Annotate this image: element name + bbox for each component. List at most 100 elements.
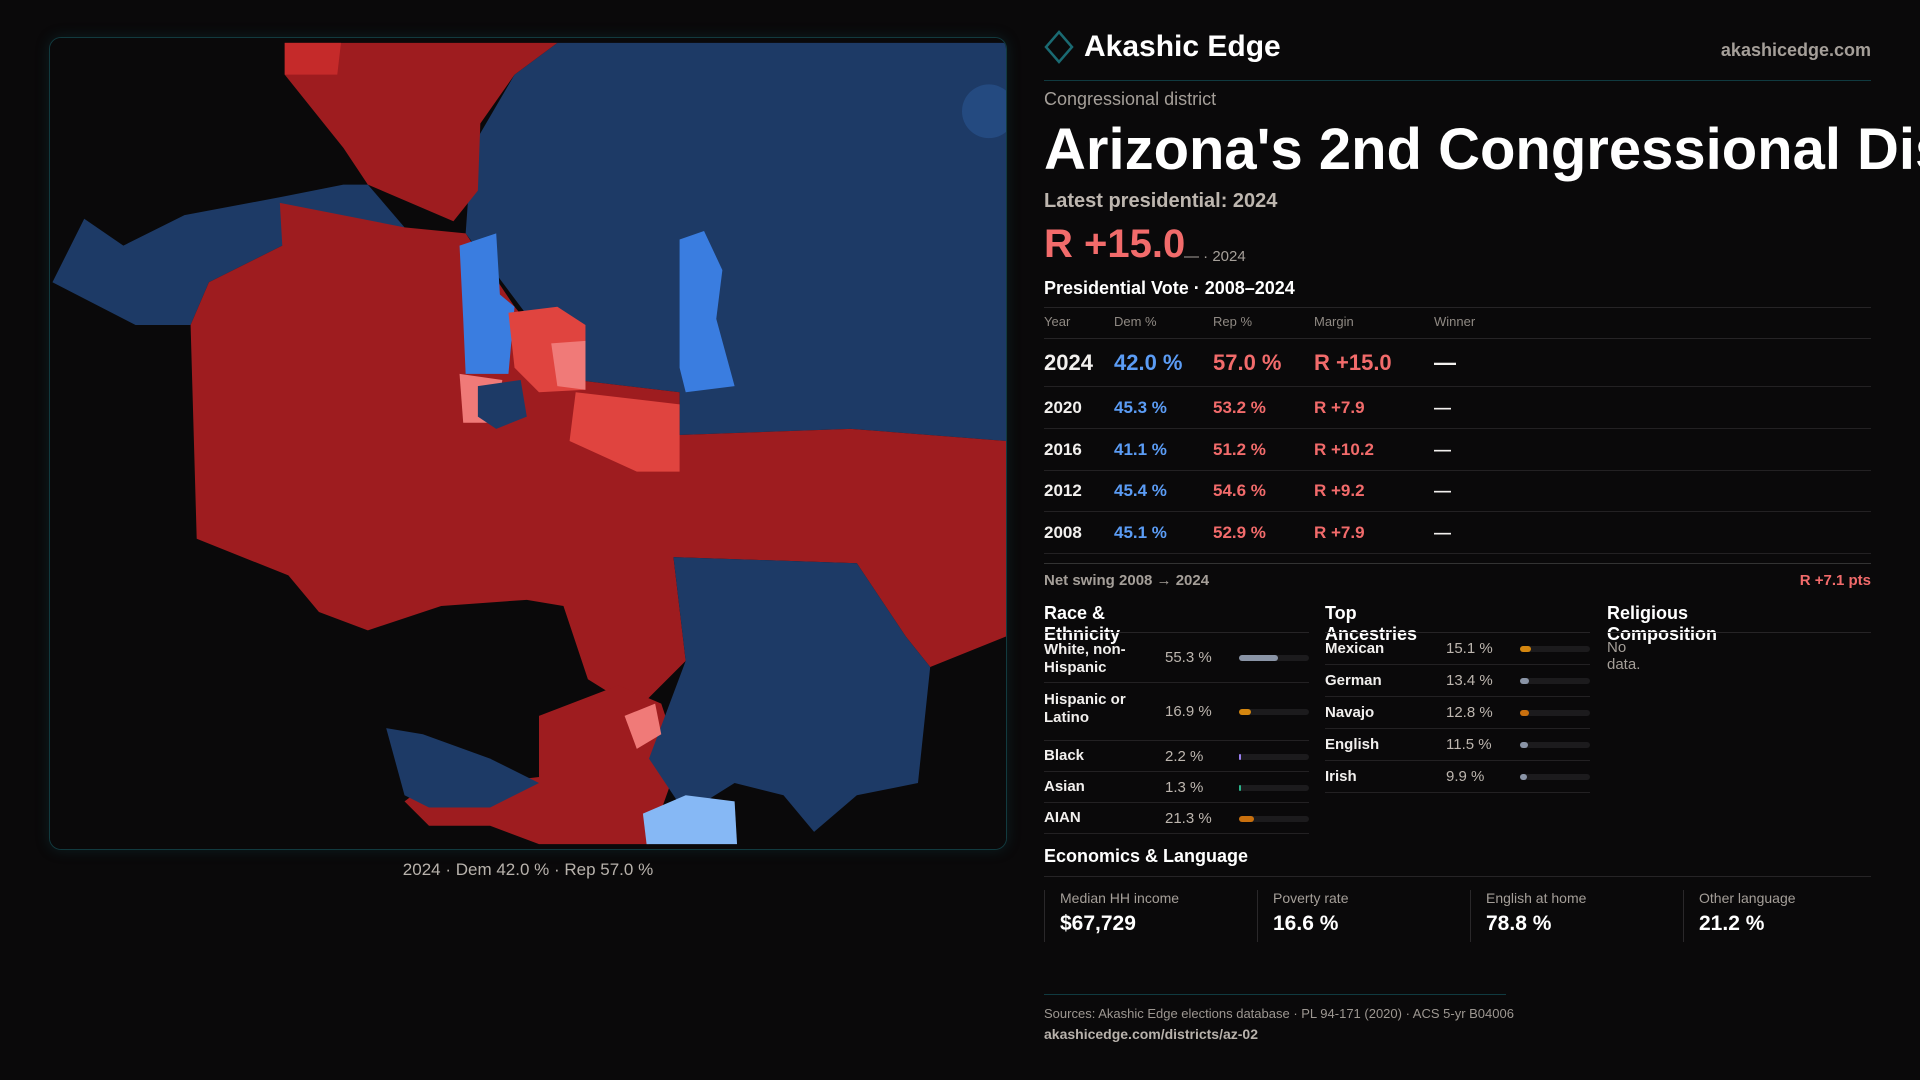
econ-stat-value: 78.8 % [1486, 912, 1552, 935]
map-rep-light-precinct [284, 42, 341, 75]
race-bar [1239, 709, 1309, 715]
divider [1044, 994, 1506, 995]
vote-cell-winner: — [1434, 522, 1451, 542]
map-dem-region-southeast [649, 557, 931, 832]
page-title: Arizona's 2nd Congressional District [1044, 117, 1920, 182]
vote-cell-margin: R +9.2 [1314, 481, 1365, 501]
ancestry-bar [1520, 742, 1590, 748]
map-rep-pale-precinct [551, 340, 586, 390]
vote-cell-year: 2012 [1044, 481, 1082, 501]
map-dem-region-northeast [465, 42, 1006, 442]
district-map[interactable] [49, 37, 1007, 850]
map-rep-region-north [284, 42, 558, 222]
district-panel: Akashic Edge akashicedge.com Congression… [1044, 0, 1920, 1080]
headline-sub: — · 2024 [1184, 248, 1246, 265]
econ-stat: Median HH income $67,729 [1044, 890, 1257, 942]
ancestry-label: German [1325, 672, 1382, 689]
divider [1044, 632, 1309, 633]
ancestry-bar [1520, 646, 1590, 652]
vote-cell-margin: R +10.2 [1314, 439, 1375, 459]
econ-stat-label: Median HH income [1060, 890, 1180, 906]
vote-cell-winner: — [1434, 349, 1456, 375]
map-dem-strong-precinct [477, 379, 527, 429]
ancestry-bar [1520, 678, 1590, 684]
map-caption: 2024 · Dem 42.0 % · Rep 57.0 % [402, 860, 654, 879]
net-swing-label: Net swing 2008 → 2024 [1044, 572, 1210, 589]
ancestry-label: English [1325, 736, 1380, 753]
district-url[interactable]: akashicedge.com/districts/az-02 [1044, 1026, 1258, 1042]
econ-stat-value: 16.6 % [1273, 912, 1339, 935]
divider [1044, 563, 1871, 564]
race-label: Hispanic or Latino [1044, 691, 1126, 726]
map-dem-light-precinct [459, 233, 515, 374]
ancestry-value: 11.5 % [1446, 736, 1492, 753]
vote-cell-winner: — [1434, 481, 1451, 501]
brand-name: Akashic Edge [1084, 30, 1281, 63]
econ-stat-label: Poverty rate [1273, 890, 1349, 906]
vote-cell-rep: 53.2 % [1213, 397, 1266, 417]
ancestry-row: English 11.5 % [1325, 729, 1590, 761]
ancestry-row: Irish 9.9 % [1325, 761, 1590, 793]
vote-section-title: Presidential Vote · 2008–2024 [1044, 278, 1295, 298]
col-header-year: Year [1044, 314, 1071, 329]
map-dem-region-southwest [386, 728, 540, 808]
ancestry-label: Navajo [1325, 704, 1375, 721]
race-value: 2.2 % [1165, 747, 1204, 765]
econ-stat-value: 21.2 % [1699, 912, 1765, 935]
vote-cell-dem: 42.0 % [1114, 349, 1183, 375]
econ-stat: Other language 21.2 % [1683, 890, 1896, 942]
vote-cell-year: 2020 [1044, 397, 1082, 417]
map-rep-pale-precinct [624, 703, 662, 749]
ancestry-value: 13.4 % [1446, 672, 1493, 689]
col-header-rep: Rep % [1213, 314, 1253, 329]
race-row: Black 2.2 % [1044, 741, 1309, 772]
headline-margin: R +15.0 [1044, 222, 1186, 266]
divider [1044, 876, 1871, 877]
vote-table-row: 2012 45.4 % 54.6 % R +9.2 — [1044, 471, 1871, 512]
divider [1325, 632, 1590, 633]
vote-table-row: 2008 45.1 % 52.9 % R +7.9 — [1044, 512, 1871, 554]
ancestry-title: Top Ancestries [1325, 603, 1418, 644]
vote-cell-margin: R +7.9 [1314, 522, 1365, 542]
race-row: Asian 1.3 % [1044, 772, 1309, 803]
race-label: Black [1044, 747, 1085, 764]
ancestry-value: 15.1 % [1446, 640, 1493, 657]
col-header-dem: Dem % [1114, 314, 1157, 329]
vote-table-row: 2020 45.3 % 53.2 % R +7.9 — [1044, 387, 1871, 429]
vote-cell-rep: 54.6 % [1213, 481, 1266, 501]
vote-table-row: 2016 41.1 % 51.2 % R +10.2 — [1044, 429, 1871, 471]
race-row: White, non-Hispanic 55.3 % [1044, 633, 1309, 683]
ancestry-label: Mexican [1325, 640, 1385, 657]
vote-cell-year: 2008 [1044, 522, 1082, 542]
religion-empty: No data. [1607, 639, 1641, 673]
vote-cell-year: 2024 [1044, 349, 1093, 375]
brand-logo[interactable]: Akashic Edge [1044, 30, 1281, 64]
map-rep-light-precinct [569, 392, 680, 472]
vote-cell-dem: 41.1 % [1114, 439, 1167, 459]
ancestry-row: Navajo 12.8 % [1325, 697, 1590, 729]
col-header-winner: Winner [1434, 314, 1476, 329]
econ-stat: English at home 78.8 % [1470, 890, 1683, 942]
race-bar [1239, 655, 1309, 661]
race-label: White, non-Hispanic [1044, 641, 1126, 676]
district-type: Congressional district [1044, 89, 1217, 109]
ancestry-label: Irish [1325, 768, 1357, 785]
col-header-margin: Margin [1314, 314, 1354, 329]
race-value: 21.3 % [1165, 809, 1212, 827]
race-value: 16.9 % [1165, 703, 1212, 720]
ancestry-row: Mexican 15.1 % [1325, 633, 1590, 665]
vote-cell-dem: 45.1 % [1114, 522, 1167, 542]
ancestry-row: German 13.4 % [1325, 665, 1590, 697]
ancestry-value: 12.8 % [1446, 704, 1493, 721]
map-dem-light-precinct [679, 230, 735, 393]
vote-cell-winner: — [1434, 397, 1451, 417]
site-link[interactable]: akashicedge.com [1720, 40, 1871, 60]
vote-cell-margin: R +7.9 [1314, 397, 1365, 417]
net-swing-value: R +7.1 pts [1799, 572, 1871, 589]
econ-stat-value: $67,729 [1060, 912, 1136, 935]
race-value: 1.3 % [1165, 778, 1204, 796]
religion-title: Religious Composition [1607, 603, 1717, 644]
sources: Sources: Akashic Edge elections database… [1044, 1006, 1514, 1021]
map-dem-pale-precinct [642, 795, 738, 845]
divider [1044, 80, 1871, 81]
